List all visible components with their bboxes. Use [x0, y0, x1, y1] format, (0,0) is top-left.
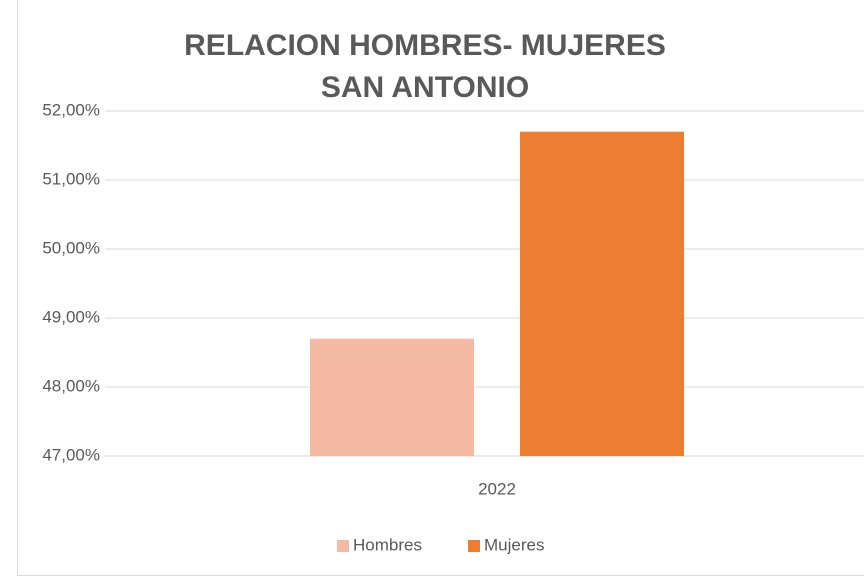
legend-label: Hombres [353, 535, 422, 554]
chart-border [17, 0, 864, 576]
x-tick-label: 2022 [478, 479, 516, 498]
legend-swatch [337, 540, 349, 552]
y-tick-label: 52,00% [42, 100, 100, 119]
legend-label: Mujeres [484, 535, 544, 554]
y-tick-label: 49,00% [42, 307, 100, 326]
legend-swatch [468, 540, 480, 552]
chart-title: RELACION HOMBRES- MUJERES [184, 29, 666, 62]
y-tick-label: 48,00% [42, 376, 100, 395]
bar [520, 131, 684, 456]
bar [310, 338, 474, 456]
y-tick-label: 50,00% [42, 238, 100, 257]
y-tick-label: 47,00% [42, 445, 100, 464]
y-tick-label: 51,00% [42, 169, 100, 188]
chart-title: SAN ANTONIO [321, 71, 529, 104]
